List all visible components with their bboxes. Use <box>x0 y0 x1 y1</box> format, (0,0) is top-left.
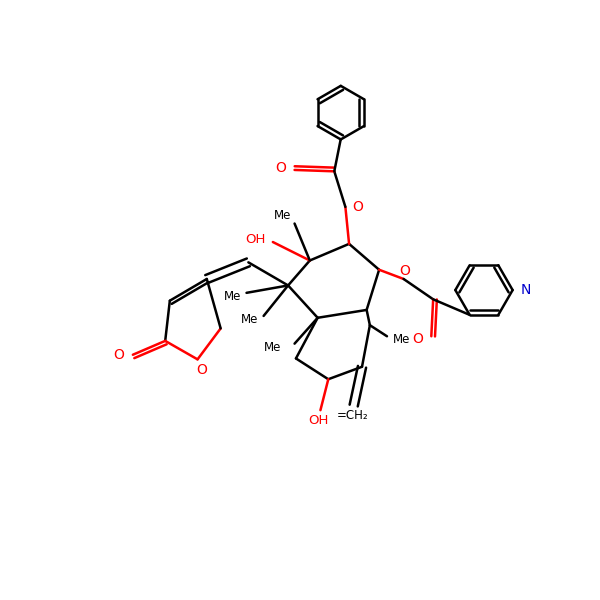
Text: Me: Me <box>224 290 241 303</box>
Text: O: O <box>399 263 410 278</box>
Text: O: O <box>412 332 423 346</box>
Text: N: N <box>521 283 532 297</box>
Text: Me: Me <box>274 209 291 222</box>
Text: O: O <box>113 348 125 362</box>
Text: Me: Me <box>264 341 281 354</box>
Text: OH: OH <box>308 414 328 427</box>
Text: O: O <box>352 200 363 214</box>
Text: OH: OH <box>245 233 266 246</box>
Text: O: O <box>196 362 206 377</box>
Text: Me: Me <box>241 313 258 326</box>
Text: Me: Me <box>392 334 410 346</box>
Text: =CH₂: =CH₂ <box>337 409 368 422</box>
Text: O: O <box>275 161 286 175</box>
